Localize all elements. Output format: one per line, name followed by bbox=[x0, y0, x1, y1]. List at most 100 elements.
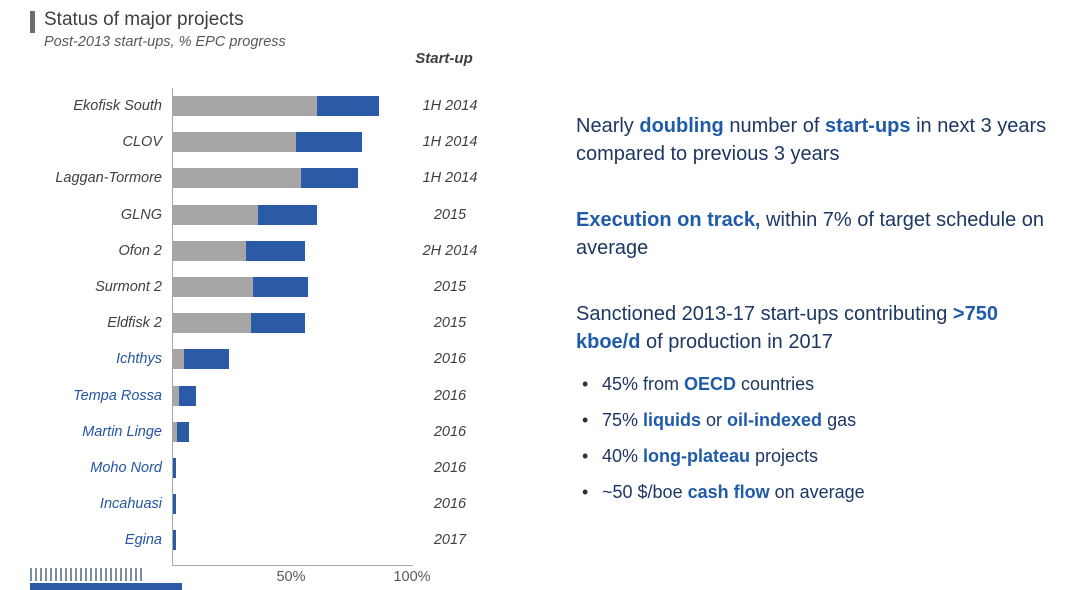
x-tick-100: 100% bbox=[393, 569, 431, 585]
bar-track bbox=[172, 385, 412, 406]
title-block: Status of major projects Post-2013 start… bbox=[44, 8, 286, 50]
startup-date: 2015 bbox=[433, 206, 467, 223]
startup-date: 2016 bbox=[433, 351, 467, 368]
bar-blue-segment bbox=[252, 277, 308, 298]
bar-track bbox=[172, 204, 412, 225]
insight-paragraph: Sanctioned 2013-17 start-ups contributin… bbox=[576, 300, 1050, 356]
bar-gray-segment bbox=[172, 421, 177, 442]
body-text: within 7% of target schedule on average bbox=[576, 209, 1045, 259]
project-label: Ofon 2 bbox=[118, 242, 162, 259]
bar-track bbox=[172, 313, 412, 334]
project-label: Laggan-Tormore bbox=[55, 170, 162, 187]
body-text: in next 3 years compared to previous 3 y… bbox=[576, 115, 1047, 165]
project-row: Ekofisk South 1H 2014 bbox=[12, 88, 482, 124]
bar-blue-segment bbox=[173, 530, 176, 551]
bar-gray-segment bbox=[172, 349, 184, 370]
project-row: GLNG 2015 bbox=[12, 197, 482, 233]
bar-gray-segment bbox=[172, 240, 246, 261]
bar-blue-segment bbox=[173, 457, 176, 478]
bullet-item: • 40% long-plateau projects bbox=[576, 438, 1050, 474]
startup-date: 2015 bbox=[433, 279, 467, 296]
highlight-text: liquids bbox=[643, 410, 702, 430]
startup-date: 1H 2014 bbox=[422, 170, 478, 187]
bar-blue-segment bbox=[245, 240, 306, 261]
project-label: Ichthys bbox=[116, 351, 162, 368]
highlight-text: start-ups bbox=[824, 115, 911, 137]
project-label: Ekofisk South bbox=[73, 98, 162, 115]
bar-gray-segment bbox=[172, 168, 301, 189]
highlight-text: long-plateau bbox=[643, 446, 751, 466]
startup-date: 1H 2014 bbox=[422, 134, 478, 151]
highlight-text: doubling bbox=[639, 115, 724, 137]
startup-date: 2017 bbox=[433, 532, 467, 549]
bar-gray-segment bbox=[172, 204, 258, 225]
project-label: GLNG bbox=[120, 206, 162, 223]
startup-date: 1H 2014 bbox=[422, 98, 478, 115]
project-row: Ofon 2 2H 2014 bbox=[12, 233, 482, 269]
project-row: Moho Nord 2016 bbox=[12, 450, 482, 486]
bar-blue-segment bbox=[176, 421, 189, 442]
project-label: Surmont 2 bbox=[95, 279, 162, 296]
bar-track bbox=[172, 240, 412, 261]
startup-date: 2016 bbox=[433, 459, 467, 476]
bar-blue-segment bbox=[173, 494, 176, 515]
body-text: 75% bbox=[602, 410, 644, 430]
bullet-item: • ~50 $/boe cash flow on average bbox=[576, 474, 1050, 510]
bar-track bbox=[172, 349, 412, 370]
bullet-item: • 45% from OECD countries bbox=[576, 366, 1050, 402]
body-text: or bbox=[701, 410, 728, 430]
bar-gray-segment bbox=[172, 96, 318, 117]
insight-paragraph: Nearly doubling number of start-ups in n… bbox=[576, 112, 1050, 168]
bullet-dot: • bbox=[582, 374, 589, 394]
chart-y-axis-line bbox=[172, 88, 173, 565]
project-label: Moho Nord bbox=[90, 459, 162, 476]
bar-track bbox=[172, 421, 412, 442]
startup-date: 2H 2014 bbox=[422, 242, 478, 259]
bar-blue-segment bbox=[295, 132, 363, 153]
bar-blue-segment bbox=[317, 96, 380, 117]
startup-date: 2016 bbox=[433, 496, 467, 513]
insights-text: Nearly doubling number of start-ups in n… bbox=[576, 112, 1050, 510]
page-title: Status of major projects bbox=[44, 9, 244, 30]
bar-blue-segment bbox=[179, 385, 196, 406]
bar-gray-segment bbox=[172, 132, 296, 153]
bar-track bbox=[172, 494, 412, 515]
bar-track bbox=[172, 277, 412, 298]
bullet-dot: • bbox=[582, 482, 589, 502]
project-label: Egina bbox=[124, 532, 162, 549]
bullet-list: • 45% from OECD countries • 75% liquids or … bbox=[576, 366, 1050, 510]
highlight-text: oil-indexed bbox=[727, 410, 823, 430]
footer-blue-strip bbox=[30, 583, 182, 590]
body-text: 40% bbox=[602, 446, 644, 466]
highlight-text: cash flow bbox=[687, 482, 770, 502]
body-text: Nearly bbox=[576, 115, 640, 137]
project-label: Tempa Rossa bbox=[73, 387, 162, 404]
bar-blue-segment bbox=[183, 349, 230, 370]
x-tick-50: 50% bbox=[276, 569, 306, 585]
body-text: countries bbox=[736, 374, 815, 394]
project-label: Incahuasi bbox=[99, 496, 162, 513]
startup-column-header: Start-up bbox=[415, 50, 473, 67]
highlight-text: >750 kboe/d bbox=[576, 303, 998, 353]
project-row: Laggan-Tormore 1H 2014 bbox=[12, 160, 482, 196]
bar-gray-segment bbox=[172, 313, 251, 334]
highlight-text: Execution on track, bbox=[576, 209, 761, 231]
project-row: Eldfisk 2 2015 bbox=[12, 305, 482, 341]
bar-blue-segment bbox=[250, 313, 306, 334]
body-text: ~50 $/boe bbox=[602, 482, 688, 502]
project-row: Ichthys 2016 bbox=[12, 341, 482, 377]
body-text: 45% from bbox=[602, 374, 685, 394]
project-label: CLOV bbox=[122, 134, 163, 151]
bullet-item: • 75% liquids or oil-indexed gas bbox=[576, 402, 1050, 438]
footer-logo-cropped bbox=[30, 568, 182, 590]
project-row: CLOV 1H 2014 bbox=[12, 124, 482, 160]
chart-x-axis-line bbox=[172, 565, 413, 566]
project-row: Tempa Rossa 2016 bbox=[12, 378, 482, 414]
bullet-text: 40% long-plateau projects bbox=[602, 438, 818, 474]
body-text: gas bbox=[822, 410, 857, 430]
bullet-text: 45% from OECD countries bbox=[602, 366, 814, 402]
body-text: projects bbox=[750, 446, 819, 466]
startup-date: 2016 bbox=[433, 423, 467, 440]
project-row: Martin Linge 2016 bbox=[12, 414, 482, 450]
